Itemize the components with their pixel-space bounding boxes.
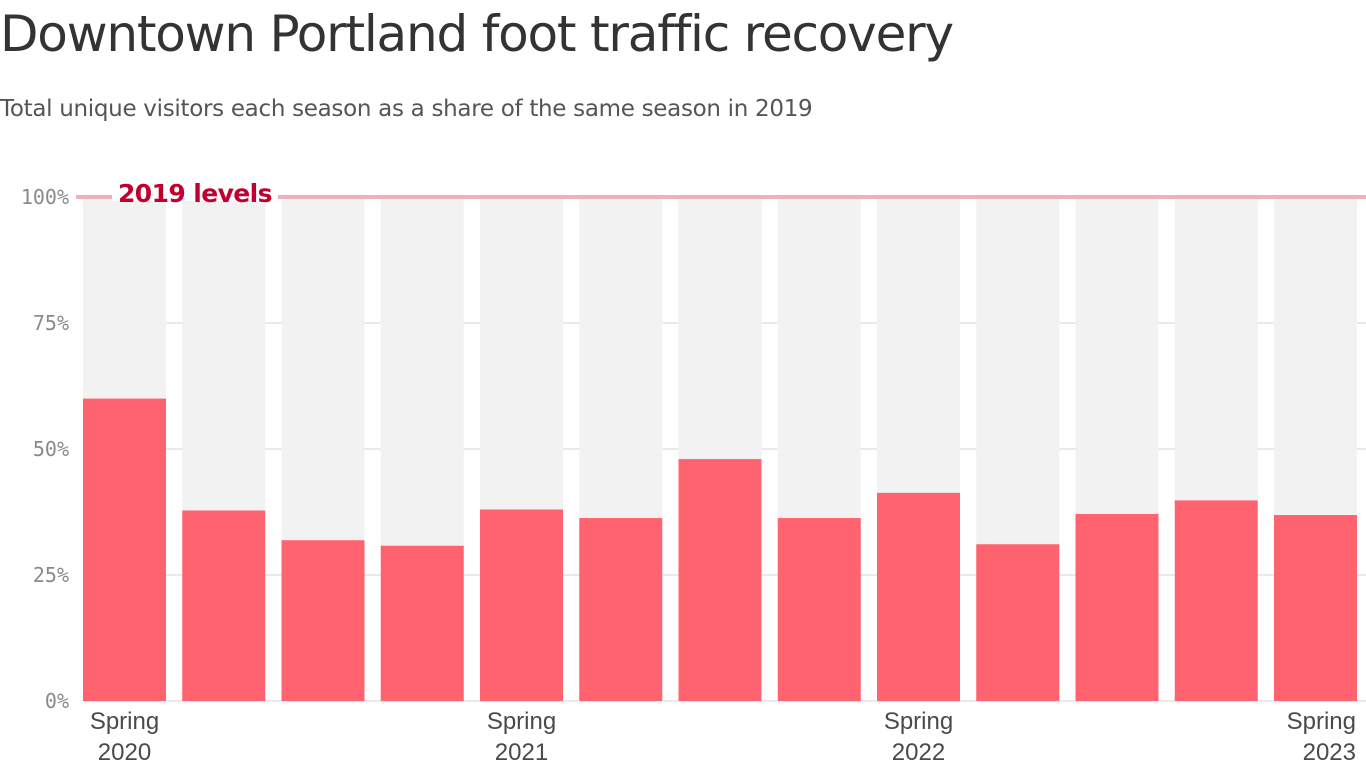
reference-line-label: 2019 levels [118,179,272,208]
x-tick-label: Spring [487,708,556,735]
bar [83,398,166,701]
bar [877,492,960,701]
bar [777,518,861,701]
bar [579,518,663,701]
y-tick-label: 25% [33,563,69,587]
x-tick-label: 2023 [1303,739,1356,766]
y-tick-label: 100% [21,185,69,209]
x-tick-label: Spring [90,708,159,735]
x-tick-label: 2022 [892,739,945,766]
chart-subtitle: Total unique visitors each season as a s… [0,96,813,122]
x-tick-label: Spring [884,708,953,735]
bar [380,545,464,701]
reference-label-knockout [112,193,278,201]
bar [1075,514,1159,701]
chart-title: Downtown Portland foot traffic recovery [0,5,954,63]
bar [1274,515,1357,701]
bar [976,544,1060,701]
bar [1174,500,1258,701]
bar [182,510,266,701]
y-tick-label: 75% [33,311,69,335]
x-tick-label: 2021 [495,739,548,766]
x-tick-label: 2020 [98,739,151,766]
bar [281,540,365,701]
bar [480,509,563,701]
y-tick-label: 50% [33,437,69,461]
y-tick-label: 0% [45,689,69,713]
x-tick-label: Spring [1287,708,1356,735]
bar [678,459,762,701]
